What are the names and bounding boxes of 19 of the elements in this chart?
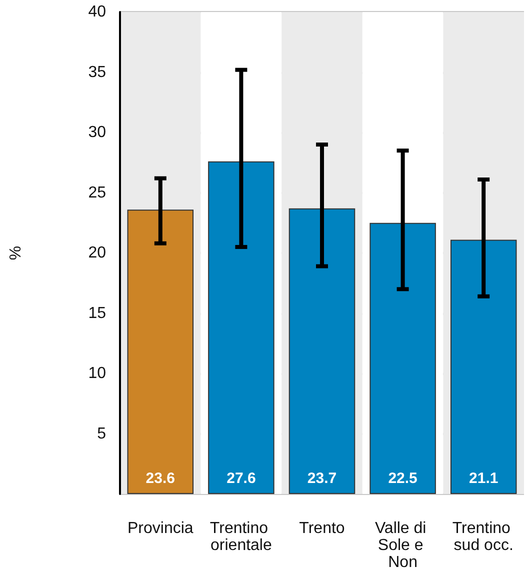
x-tick-label: Valle di Sole e Non	[374, 520, 431, 571]
x-tick-label: Trentino orientale	[210, 520, 272, 554]
x-tick-label: Trentino sud occ.	[452, 520, 515, 554]
data-label: 21.1	[469, 470, 498, 487]
y-tick-label: 40	[88, 4, 106, 20]
y-tick-label: 30	[88, 124, 106, 141]
y-tick-label: 10	[88, 365, 106, 382]
data-label: 23.7	[307, 470, 337, 487]
x-tick-label: Trento	[299, 520, 345, 537]
y-tick-label: 35	[88, 64, 106, 81]
y-axis-title: %	[8, 246, 24, 260]
y-tick-label: 5	[97, 425, 106, 442]
data-label: 23.6	[146, 470, 175, 487]
y-tick-label: 25	[88, 184, 106, 202]
data-label: 27.6	[226, 470, 256, 487]
y-tick-label: 15	[88, 304, 106, 322]
data-label: 22.5	[388, 470, 418, 487]
x-tick-label: Provincia	[127, 520, 194, 537]
y-tick-label: 20	[88, 244, 106, 262]
